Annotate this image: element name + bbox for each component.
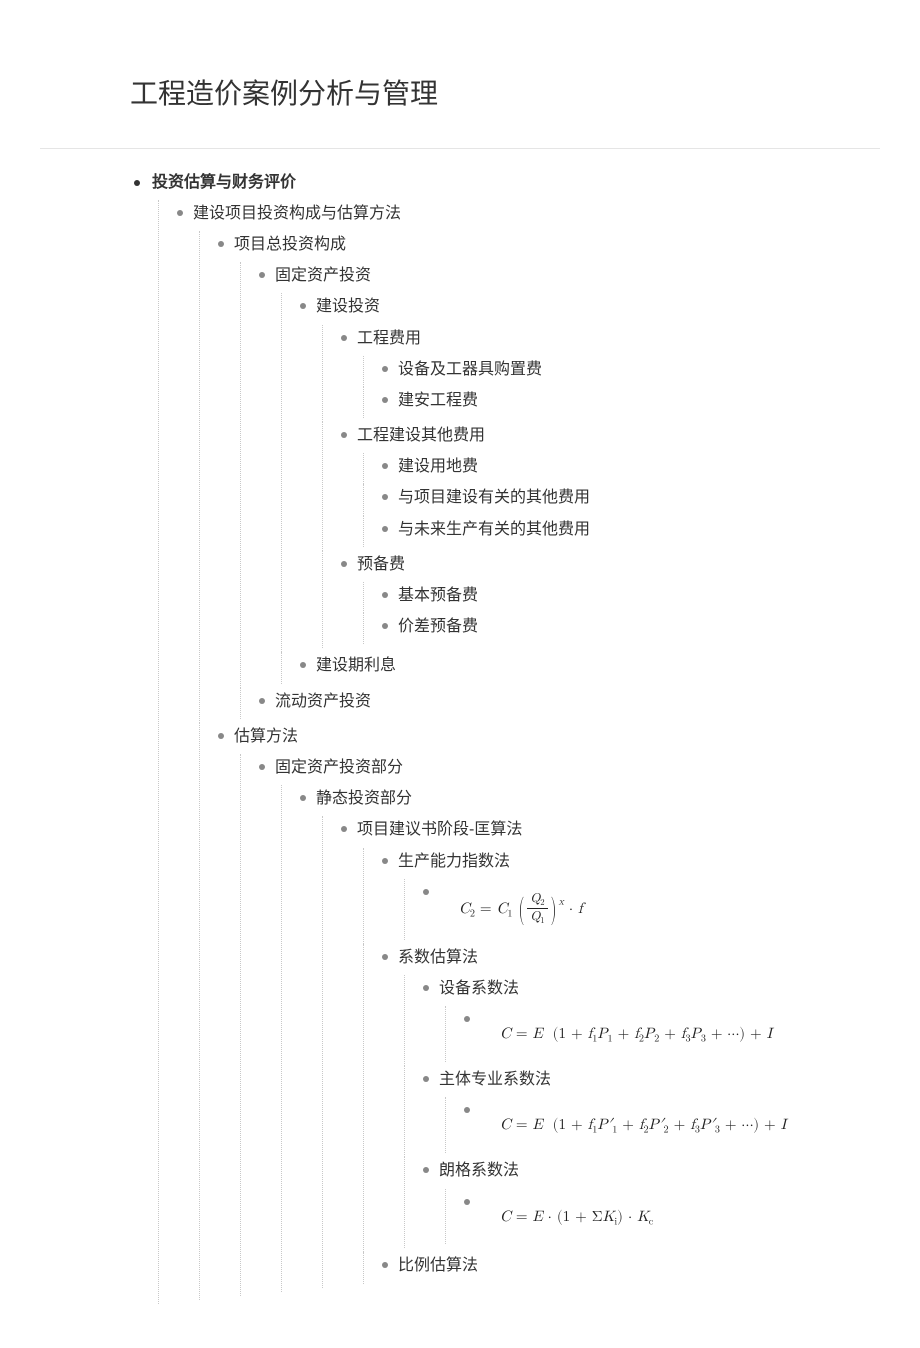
node-label: 比例估算法: [398, 1257, 478, 1274]
outline-node: 建设用地费: [363, 453, 880, 484]
outline-node: 工程费用 设备及工器具购置费: [322, 325, 880, 423]
node-label: 主体专业系数法: [439, 1071, 551, 1088]
outline-node: 项目建议书阶段-匡算法 生产能力指数法: [322, 816, 880, 1287]
title-divider: [40, 148, 880, 149]
outline-node: 固定资产投资 建设投资: [240, 262, 880, 687]
outline-node: 建设项目投资构成与估算方法 项目总投资构成 固定资产投资: [158, 200, 880, 1304]
node-label: 与项目建设有关的其他费用: [398, 489, 590, 506]
outline-node: 与项目建设有关的其他费用: [363, 484, 880, 515]
node-label: 系数估算法: [398, 949, 478, 966]
node-label: 建设用地费: [398, 458, 478, 475]
node-label: 设备及工器具购置费: [398, 361, 542, 378]
node-label: 估算方法: [234, 728, 298, 745]
outline-node: 系数估算法 设备系数法: [363, 944, 880, 1252]
node-label: 生产能力指数法: [398, 853, 510, 870]
node-label: 项目建议书阶段-匡算法: [357, 821, 522, 838]
formula-lang-coef: C = E · (1 + ΣKi) · Kc: [480, 1189, 880, 1241]
formula-node: C = E (1 + f1P1 + f2P2 + f3P3 + ⋯) + I: [445, 1006, 880, 1062]
node-label: 价差预备费: [398, 618, 478, 635]
outline-node: 估算方法 固定资产投资部分 静态投资部分: [199, 723, 880, 1300]
node-label: 建设投资: [316, 298, 380, 315]
node-label: 固定资产投资部分: [275, 759, 403, 776]
node-label: 建设项目投资构成与估算方法: [193, 205, 401, 222]
outline-node: 工程建设其他费用 建设用地费: [322, 422, 880, 551]
outline-node: 建安工程费: [363, 387, 880, 418]
node-label: 投资估算与财务评价: [152, 174, 296, 191]
outline-node: 比例估算法: [363, 1252, 880, 1283]
node-label: 固定资产投资: [275, 267, 371, 284]
node-label: 预备费: [357, 556, 405, 573]
document-page: 工程造价案例分析与管理 投资估算与财务评价 建设项目投资构成与估算方法 项目总投…: [0, 0, 920, 1348]
node-label: 流动资产投资: [275, 693, 371, 710]
outline-node: 建设投资 工程费用: [281, 293, 880, 652]
node-label: 工程建设其他费用: [357, 427, 485, 444]
node-label: 项目总投资构成: [234, 236, 346, 253]
node-label: 静态投资部分: [316, 790, 412, 807]
outline-node: 静态投资部分 项目建议书阶段-匡算法: [281, 785, 880, 1291]
formula-node: C = E (1 + f1P′1 + f2P′2 + f3P′3 + ⋯) + …: [445, 1097, 880, 1153]
formula-main-prof-coef: C = E (1 + f1P′1 + f2P′2 + f3P′3 + ⋯) + …: [480, 1097, 880, 1149]
node-label: 基本预备费: [398, 587, 478, 604]
outline-node: 主体专业系数法: [404, 1066, 880, 1157]
page-title: 工程造价案例分析与管理: [40, 70, 880, 118]
outline-node: 价差预备费: [363, 613, 880, 644]
outline-node: 项目总投资构成 固定资产投资 建设投资: [199, 231, 880, 723]
outline-node: 设备及工器具购置费: [363, 356, 880, 387]
outline-root: 投资估算与财务评价 建设项目投资构成与估算方法 项目总投资构成: [130, 169, 880, 1304]
outline-node: 设备系数法: [404, 975, 880, 1066]
node-label: 朗格系数法: [439, 1162, 519, 1179]
outline-node: 朗格系数法: [404, 1157, 880, 1248]
outline-node: 建设期利息: [281, 652, 880, 683]
outline-node: 投资估算与财务评价 建设项目投资构成与估算方法 项目总投资构成: [130, 169, 880, 1304]
outline-node: 与未来生产有关的其他费用: [363, 516, 880, 547]
outline-node: 生产能力指数法 C2 = C1: [363, 848, 880, 944]
formula-node: C2 = C1 (Q2Q1)x · f: [404, 879, 880, 940]
formula-capacity-index: C2 = C1 (Q2Q1)x · f: [439, 879, 880, 936]
node-label: 设备系数法: [439, 980, 519, 997]
outline-container: 投资估算与财务评价 建设项目投资构成与估算方法 项目总投资构成: [40, 169, 880, 1304]
outline-node: 流动资产投资: [240, 688, 880, 719]
formula-node: C = E · (1 + ΣKi) · Kc: [445, 1189, 880, 1245]
outline-node: 基本预备费: [363, 582, 880, 613]
outline-node: 固定资产投资部分 静态投资部分: [240, 754, 880, 1296]
node-label: 建设期利息: [316, 657, 396, 674]
node-label: 与未来生产有关的其他费用: [398, 521, 590, 538]
formula-equipment-coef: C = E (1 + f1P1 + f2P2 + f3P3 + ⋯) + I: [480, 1006, 880, 1058]
node-label: 建安工程费: [398, 392, 478, 409]
node-label: 工程费用: [357, 330, 421, 347]
outline-node: 预备费 基本预备费 价差预备: [322, 551, 880, 649]
